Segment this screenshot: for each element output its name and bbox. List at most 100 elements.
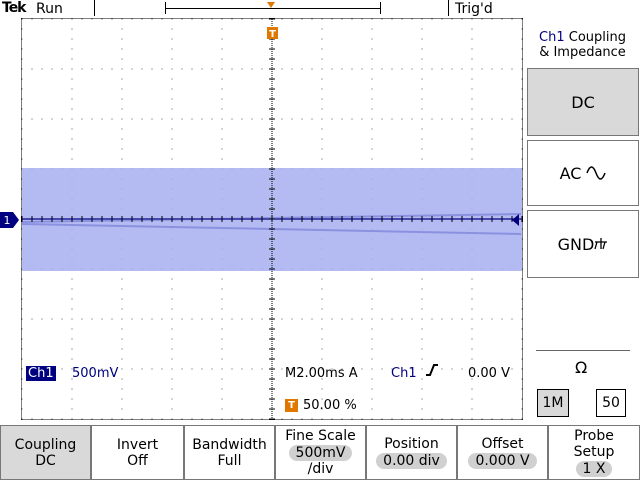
grid-dot [241,18,243,20]
grid-dot [481,318,483,320]
invert-button[interactable]: Invert Off [91,425,184,480]
grid-dot [331,318,333,320]
grid-dot [421,338,423,340]
brand-logo: Tek [2,0,26,16]
grid-dot [491,18,493,20]
probe-setup-button[interactable]: Probe Setup 1 X [548,425,640,480]
grid-dot [371,288,373,290]
ac-coupling-button[interactable]: AC [527,140,639,206]
grid-dot [231,118,233,120]
impedance-1m-button[interactable]: 1M [537,389,569,417]
grid-dot [231,318,233,320]
grid-dot [471,38,473,40]
grid-dot [331,68,333,70]
grid-dot [101,318,103,320]
status-divider [448,0,449,16]
grid-dot [341,418,343,420]
probe-setup-label1: Probe [574,428,614,444]
bandwidth-button[interactable]: Bandwidth Full [184,425,275,480]
grid-dot [211,118,213,120]
grid-dot [171,338,173,340]
grid-dot [371,108,373,110]
grid-dot [221,58,223,60]
grid-dot [221,18,223,20]
grid-dot [411,418,413,420]
grid-dot [81,118,83,120]
grid-dot [461,118,463,120]
grid-dot [381,118,383,120]
grid-dot [391,18,393,20]
grid-dot [81,18,83,20]
impedance-50-button[interactable]: 50 [596,389,626,417]
grid-dot [221,28,223,30]
grid-dot [371,148,373,150]
grid-dot [281,368,283,370]
grid-dot [81,68,83,70]
grid-dot [471,358,473,360]
grid-dot [471,58,473,60]
grid-dot [291,318,293,320]
grid-dot [351,68,353,70]
grid-dot [461,418,463,420]
grid-dot [231,68,233,70]
grid-dot [501,18,503,20]
grid-dot [441,68,443,70]
ohm-icon: Ω [575,358,588,377]
grid-dot [151,368,153,370]
grid-dot [71,148,73,150]
grid-dot [321,338,323,340]
grid-dot [141,118,143,120]
grid-dot [181,418,183,420]
grid-dot [171,48,173,50]
grid-dot [71,348,73,350]
coupling-button[interactable]: Coupling DC [0,425,91,480]
grid-dot [471,28,473,30]
position-button[interactable]: Position 0.00 div [366,425,457,480]
grid-dot [501,118,503,120]
ch1-ground-marker[interactable]: 1 [0,212,20,228]
grid-dot [521,408,523,410]
grid-dot [521,328,523,330]
grid-dot [371,308,373,310]
grid-dot [191,318,193,320]
gnd-coupling-label: GND [557,234,595,254]
grid-dot [51,118,53,120]
bandwidth-value: Full [217,452,242,469]
grid-dot [311,118,313,120]
grid-dot [211,418,213,420]
fine-scale-label: Fine Scale [285,428,356,444]
grid-dot [521,398,523,400]
grid-dot [451,318,453,320]
grid-dot [241,318,243,320]
grid-dot [471,88,473,90]
grid-dot [491,368,493,370]
grid-dot [141,318,143,320]
grid-dot [161,368,163,370]
grid-dot [361,418,363,420]
offset-button[interactable]: Offset 0.000 V [457,425,548,480]
grid-dot [281,18,283,20]
trigger-level-readout: 0.00 V [468,366,510,381]
grid-dot [331,418,333,420]
grid-dot [321,148,323,150]
grid-dot [411,118,413,120]
grid-dot [91,68,93,70]
grid-dot [471,118,473,120]
gnd-coupling-button[interactable]: GND [527,210,639,278]
grid-dot [411,18,413,20]
ac-coupling-label: AC [559,163,582,183]
dc-coupling-button[interactable]: DC [527,68,639,136]
grid-dot [71,48,73,50]
trigger-position-marker[interactable]: T [263,0,279,42]
grid-dot [51,318,53,320]
grid-dot [371,58,373,60]
grid-dot [371,78,373,80]
grid-dot [371,38,373,40]
grid-dot [71,58,73,60]
grid-dot [171,128,173,130]
fine-scale-button[interactable]: Fine Scale 500mV /div [275,425,366,480]
grid-dot [241,118,243,120]
grid-dot [321,408,323,410]
grid-dot [171,108,173,110]
grid-dot [471,288,473,290]
